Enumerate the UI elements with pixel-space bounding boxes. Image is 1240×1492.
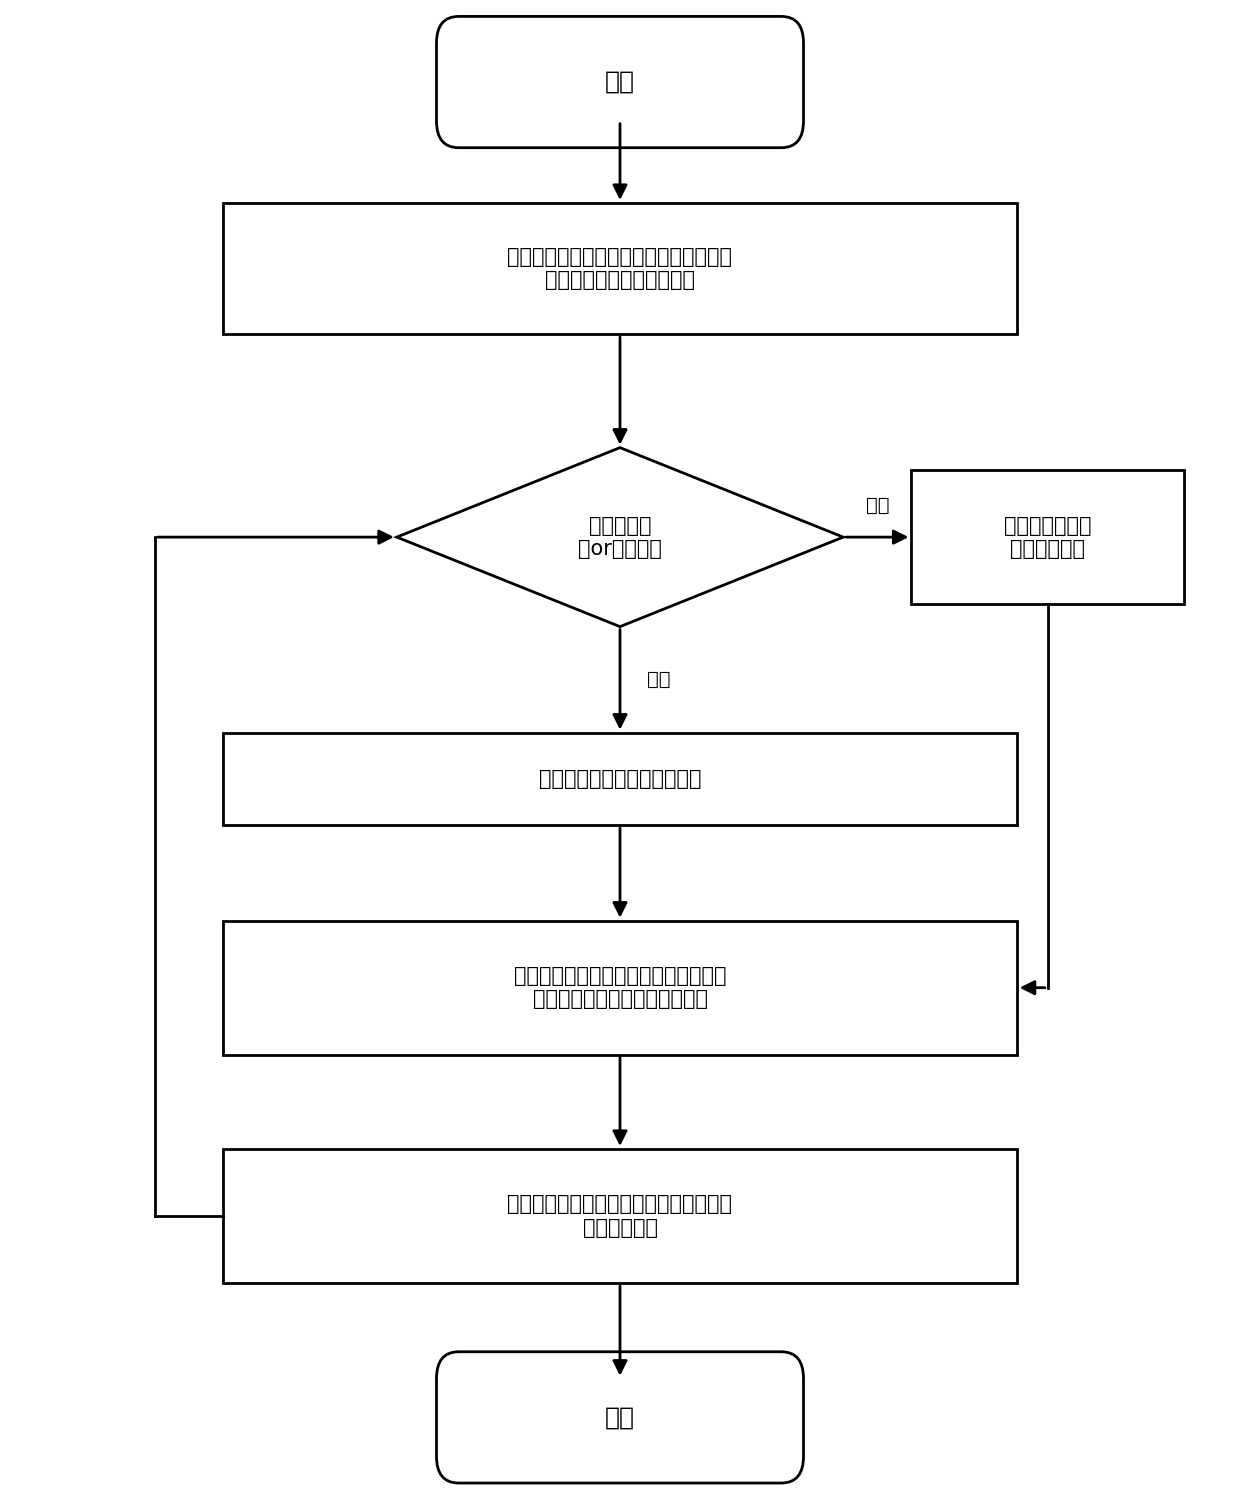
Text: 控制器控制伺服电机向左运动: 控制器控制伺服电机向左运动 (538, 768, 702, 789)
Text: 向右: 向右 (866, 495, 889, 515)
Polygon shape (397, 448, 843, 627)
FancyBboxPatch shape (223, 1149, 1017, 1283)
FancyBboxPatch shape (223, 921, 1017, 1055)
Text: 开始: 开始 (605, 70, 635, 94)
Text: 控制器根据切换内容指令对屏幕显示内容
进行切换操作: 控制器根据切换内容指令对屏幕显示内容 进行切换操作 (507, 1195, 733, 1237)
FancyBboxPatch shape (223, 203, 1017, 334)
Text: 判断向左运
动or向右运动: 判断向左运 动or向右运动 (578, 516, 662, 558)
Text: 向左: 向左 (647, 670, 671, 689)
Text: 控制伺服电机运动到点位信息对应的点
位，向控制器发送切换内容指令: 控制伺服电机运动到点位信息对应的点 位，向控制器发送切换内容指令 (513, 967, 727, 1009)
Text: 结束: 结束 (605, 1405, 635, 1429)
FancyBboxPatch shape (911, 470, 1184, 604)
FancyBboxPatch shape (436, 1352, 804, 1483)
Text: 设置屏幕切换内容的点位信息，并获取方
向控制按钮的方向控制指令: 设置屏幕切换内容的点位信息，并获取方 向控制按钮的方向控制指令 (507, 248, 733, 289)
Text: 控制器控制伺服
电机向右运动: 控制器控制伺服 电机向右运动 (1004, 516, 1091, 558)
FancyBboxPatch shape (223, 733, 1017, 825)
FancyBboxPatch shape (436, 16, 804, 148)
